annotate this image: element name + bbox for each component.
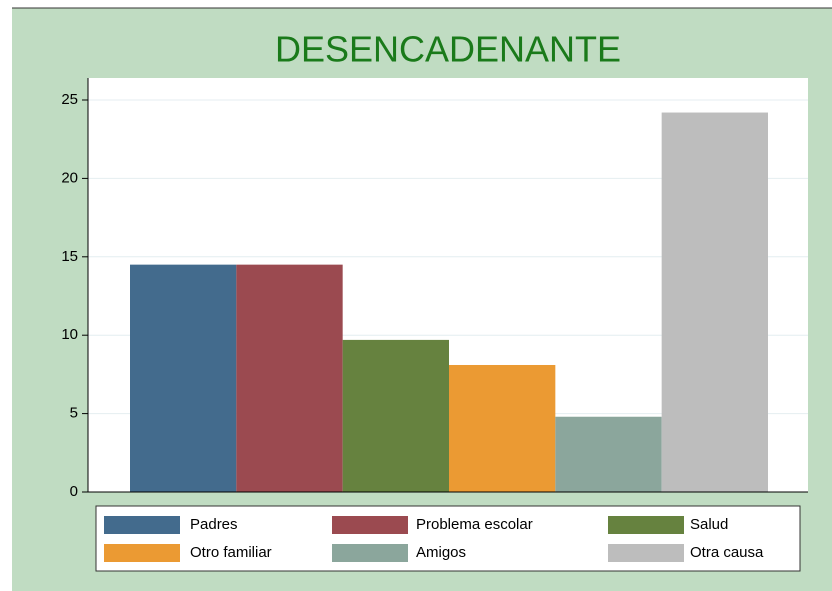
legend-swatch bbox=[332, 544, 408, 562]
legend-swatch bbox=[104, 516, 180, 534]
legend-label: Salud bbox=[690, 516, 728, 533]
bar bbox=[236, 264, 343, 492]
chart-title: DESENCADENANTE bbox=[275, 29, 621, 70]
legend-label: Problema escolar bbox=[416, 516, 533, 533]
y-tick-label: 5 bbox=[70, 405, 78, 422]
legend-label: Otra causa bbox=[690, 544, 764, 561]
legend-swatch bbox=[104, 544, 180, 562]
y-tick-label: 10 bbox=[61, 326, 78, 343]
legend-swatch bbox=[608, 544, 684, 562]
bar bbox=[342, 339, 449, 492]
legend-swatch bbox=[608, 516, 684, 534]
bar bbox=[661, 112, 768, 492]
bar bbox=[130, 264, 237, 492]
legend-label: Amigos bbox=[416, 544, 466, 561]
y-tick-label: 0 bbox=[70, 483, 78, 500]
y-tick-label: 25 bbox=[61, 91, 78, 108]
bar bbox=[555, 416, 662, 492]
legend-label: Otro familiar bbox=[190, 544, 272, 561]
legend-swatch bbox=[332, 516, 408, 534]
bar bbox=[449, 364, 556, 492]
legend-label: Padres bbox=[190, 516, 238, 533]
y-tick-label: 20 bbox=[61, 169, 78, 186]
y-tick-label: 15 bbox=[61, 248, 78, 265]
